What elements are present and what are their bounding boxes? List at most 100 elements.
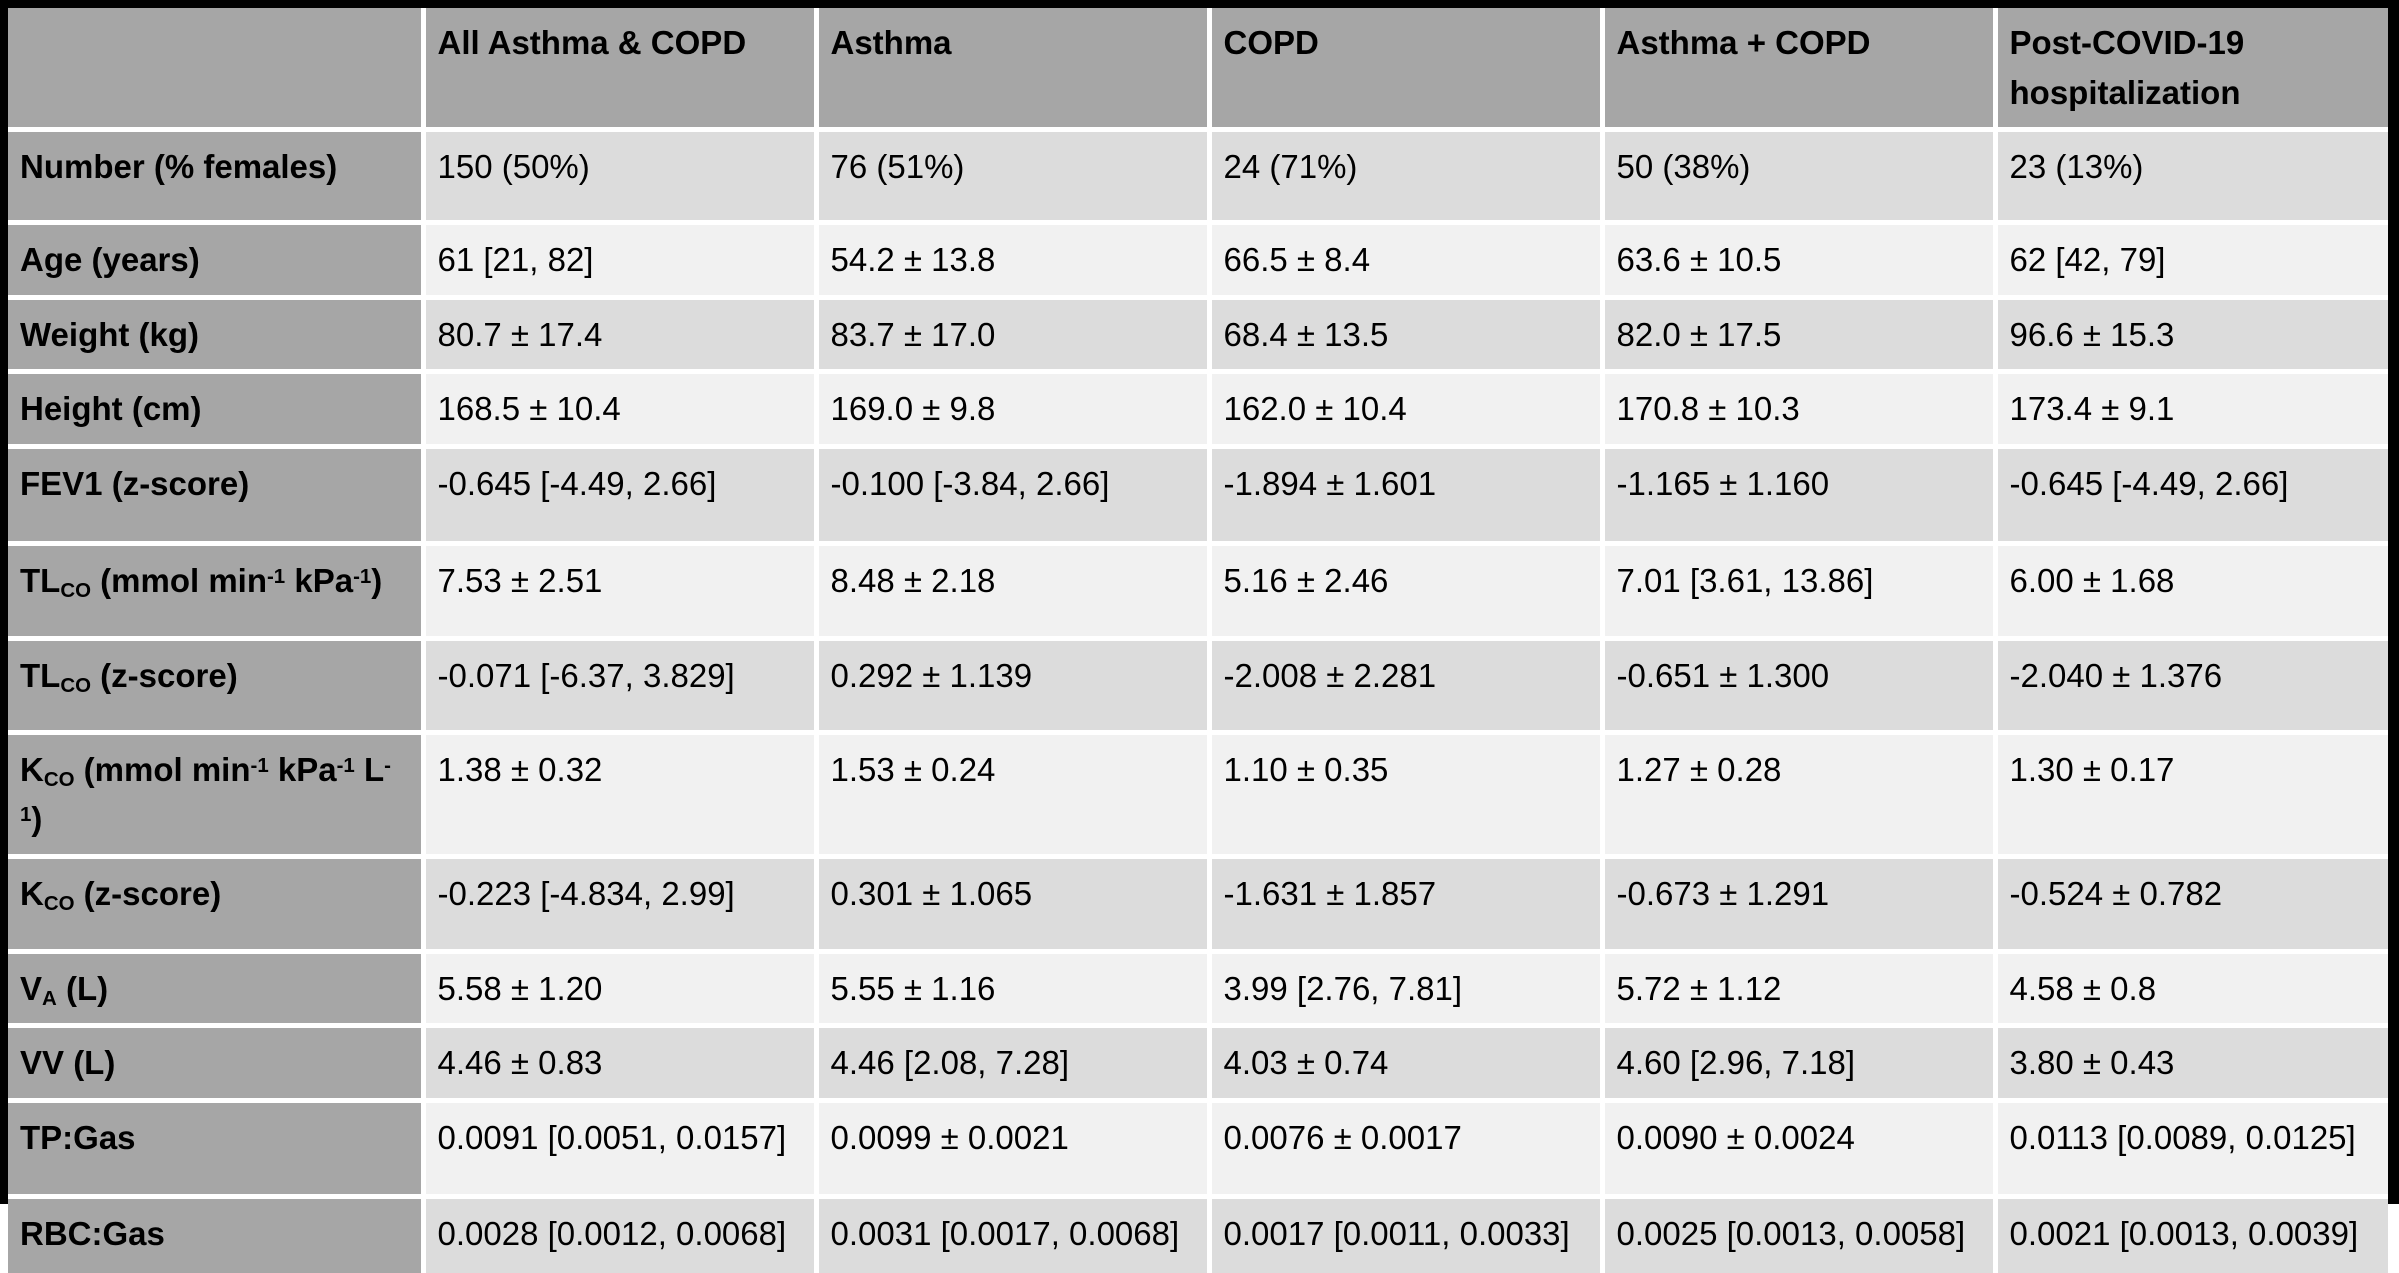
table-cell: 63.6 ± 10.5 (1602, 223, 1995, 298)
table-cell: 0.0099 ± 0.0021 (816, 1100, 1209, 1196)
table-cell: 4.58 ± 0.8 (1995, 951, 2388, 1026)
table-cell: 168.5 ± 10.4 (423, 372, 816, 447)
table-cell: -0.645 [-4.49, 2.66] (423, 446, 816, 543)
corner-cell (8, 8, 423, 130)
table-cell: 1.38 ± 0.32 (423, 732, 816, 856)
table-cell: 169.0 ± 9.8 (816, 372, 1209, 447)
row-label: VA (L) (8, 951, 423, 1026)
row-label: VV (L) (8, 1026, 423, 1101)
table-cell: -2.040 ± 1.376 (1995, 638, 2388, 732)
table-cell: 1.53 ± 0.24 (816, 732, 1209, 856)
table-cell: 66.5 ± 8.4 (1209, 223, 1602, 298)
table-cell: 1.27 ± 0.28 (1602, 732, 1995, 856)
row-label: FEV1 (z-score) (8, 446, 423, 543)
row-label: KCO (z-score) (8, 856, 423, 951)
table-row: TLCO (z-score)-0.071 [-6.37, 3.829]0.292… (8, 638, 2388, 732)
table-row: KCO (z-score)-0.223 [-4.834, 2.99]0.301 … (8, 856, 2388, 951)
table-cell: 0.0076 ± 0.0017 (1209, 1100, 1602, 1196)
table-row: Number (% females)150 (50%)76 (51%)24 (7… (8, 130, 2388, 223)
table-row: FEV1 (z-score)-0.645 [-4.49, 2.66]-0.100… (8, 446, 2388, 543)
row-label: RBC:Gas (8, 1196, 423, 1273)
table-cell: 1.30 ± 0.17 (1995, 732, 2388, 856)
column-header: Asthma + COPD (1602, 8, 1995, 130)
table-cell: 0.292 ± 1.139 (816, 638, 1209, 732)
column-header: All Asthma & COPD (423, 8, 816, 130)
table-cell: 23 (13%) (1995, 130, 2388, 223)
row-label: Number (% females) (8, 130, 423, 223)
table-cell: 4.03 ± 0.74 (1209, 1026, 1602, 1101)
table-cell: 96.6 ± 15.3 (1995, 297, 2388, 372)
table-cell: 0.0113 [0.0089, 0.0125] (1995, 1100, 2388, 1196)
table-cell: -1.894 ± 1.601 (1209, 446, 1602, 543)
table-cell: 170.8 ± 10.3 (1602, 372, 1995, 447)
row-label: Age (years) (8, 223, 423, 298)
table-cell: -0.651 ± 1.300 (1602, 638, 1995, 732)
table-cell: 5.16 ± 2.46 (1209, 543, 1602, 638)
table-cell: 61 [21, 82] (423, 223, 816, 298)
table-cell: -1.631 ± 1.857 (1209, 856, 1602, 951)
table-cell: 0.0090 ± 0.0024 (1602, 1100, 1995, 1196)
table-cell: 3.80 ± 0.43 (1995, 1026, 2388, 1101)
table-cell: 150 (50%) (423, 130, 816, 223)
table-cell: 5.55 ± 1.16 (816, 951, 1209, 1026)
table-cell: 173.4 ± 9.1 (1995, 372, 2388, 447)
table-cell: 4.60 [2.96, 7.18] (1602, 1026, 1995, 1101)
row-label: Height (cm) (8, 372, 423, 447)
table-body: Number (% females)150 (50%)76 (51%)24 (7… (8, 130, 2388, 1273)
table-cell: 4.46 [2.08, 7.28] (816, 1026, 1209, 1101)
table-cell: -2.008 ± 2.281 (1209, 638, 1602, 732)
table-cell: -0.524 ± 0.782 (1995, 856, 2388, 951)
table-cell: 0.301 ± 1.065 (816, 856, 1209, 951)
table-cell: -0.100 [-3.84, 2.66] (816, 446, 1209, 543)
table-cell: 4.46 ± 0.83 (423, 1026, 816, 1101)
row-label: TLCO (mmol min-1 kPa-1) (8, 543, 423, 638)
table-cell: 0.0017 [0.0011, 0.0033] (1209, 1196, 1602, 1273)
table-cell: -0.645 [-4.49, 2.66] (1995, 446, 2388, 543)
table-cell: -0.673 ± 1.291 (1602, 856, 1995, 951)
table-cell: 162.0 ± 10.4 (1209, 372, 1602, 447)
row-label: TP:Gas (8, 1100, 423, 1196)
column-header: COPD (1209, 8, 1602, 130)
table-cell: 82.0 ± 17.5 (1602, 297, 1995, 372)
row-label: KCO (mmol min-1 kPa-1 L-1) (8, 732, 423, 856)
table-cell: 1.10 ± 0.35 (1209, 732, 1602, 856)
table-cell: 3.99 [2.76, 7.81] (1209, 951, 1602, 1026)
table-cell: 62 [42, 79] (1995, 223, 2388, 298)
table-cell: -0.071 [-6.37, 3.829] (423, 638, 816, 732)
row-label: TLCO (z-score) (8, 638, 423, 732)
table-cell: 80.7 ± 17.4 (423, 297, 816, 372)
column-header: Asthma (816, 8, 1209, 130)
table-cell: 0.0028 [0.0012, 0.0068] (423, 1196, 816, 1273)
table-cell: 6.00 ± 1.68 (1995, 543, 2388, 638)
table-cell: 24 (71%) (1209, 130, 1602, 223)
table-cell: 0.0091 [0.0051, 0.0157] (423, 1100, 816, 1196)
table-cell: 50 (38%) (1602, 130, 1995, 223)
row-label: Weight (kg) (8, 297, 423, 372)
table-cell: 76 (51%) (816, 130, 1209, 223)
table-cell: 8.48 ± 2.18 (816, 543, 1209, 638)
table-cell: 5.58 ± 1.20 (423, 951, 816, 1026)
table-cell: 7.53 ± 2.51 (423, 543, 816, 638)
table-cell: -0.223 [-4.834, 2.99] (423, 856, 816, 951)
table-cell: 0.0021 [0.0013, 0.0039] (1995, 1196, 2388, 1273)
column-header: Post-COVID-19 hospitalization (1995, 8, 2388, 130)
table-cell: 83.7 ± 17.0 (816, 297, 1209, 372)
table-cell: 0.0031 [0.0017, 0.0068] (816, 1196, 1209, 1273)
table-cell: 68.4 ± 13.5 (1209, 297, 1602, 372)
table-cell: 5.72 ± 1.12 (1602, 951, 1995, 1026)
table-cell: 0.0025 [0.0013, 0.0058] (1602, 1196, 1995, 1273)
table-cell: 7.01 [3.61, 13.86] (1602, 543, 1995, 638)
